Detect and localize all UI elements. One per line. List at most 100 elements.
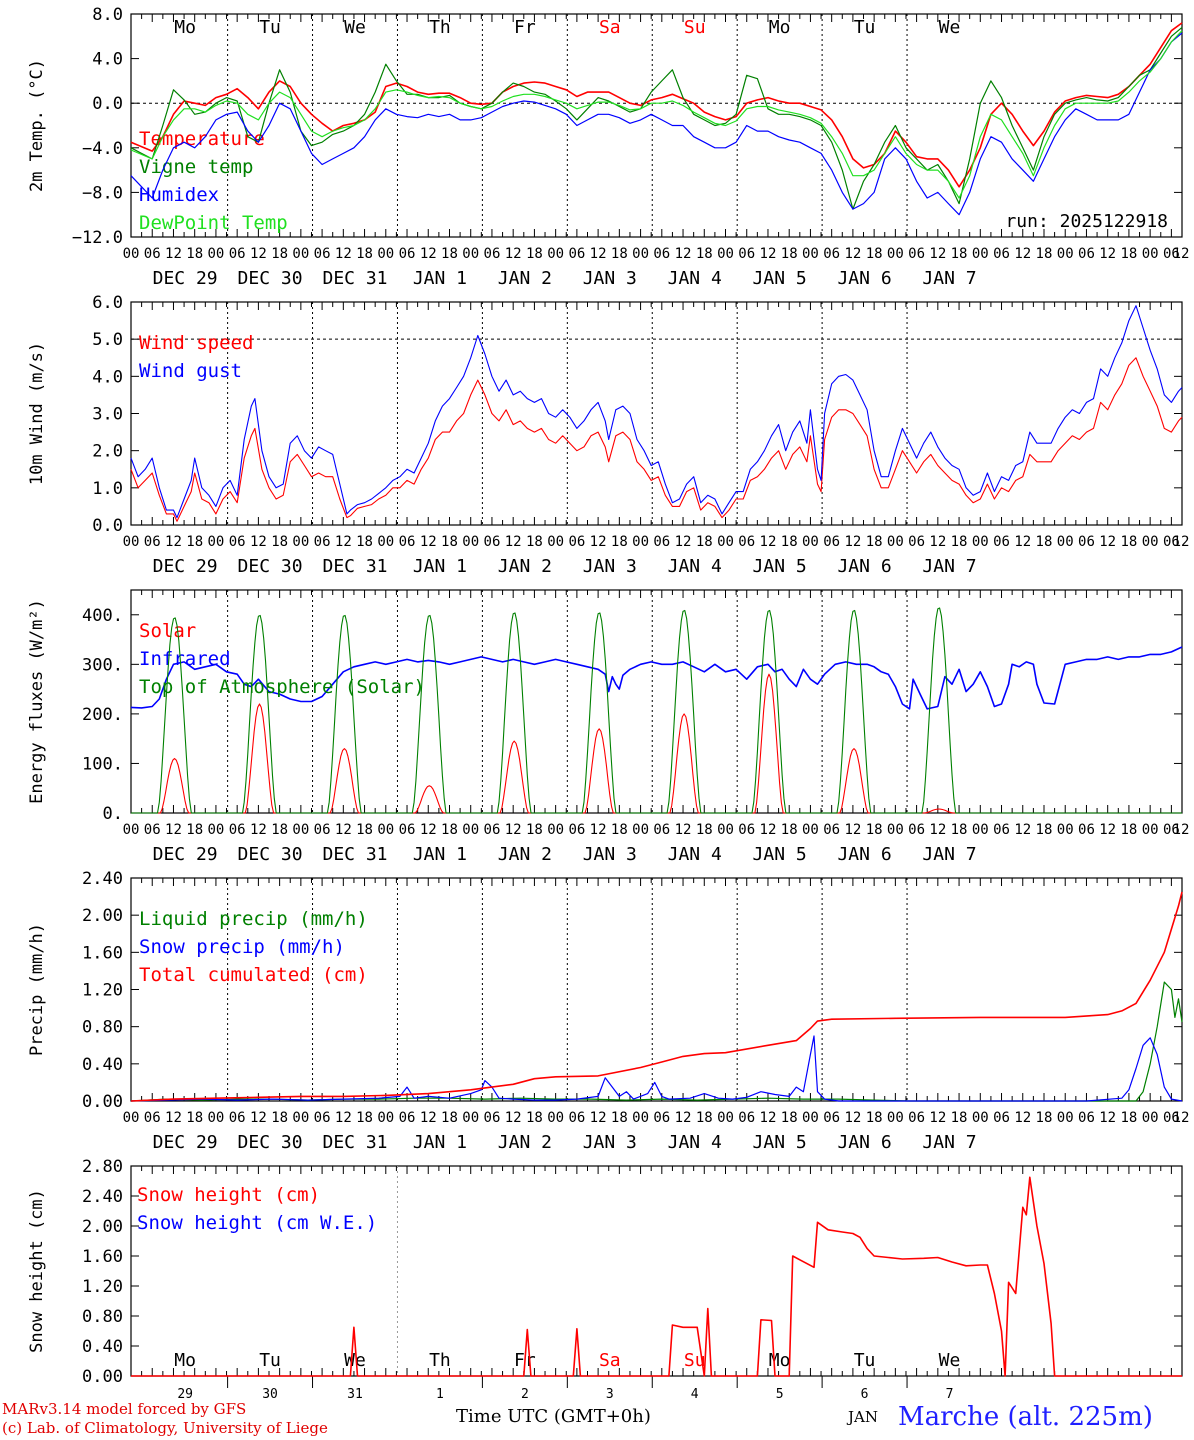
x-hour-label: 00 <box>632 822 649 838</box>
x-hour-label: 12 <box>1099 246 1116 262</box>
x-date-label: JAN 6 <box>837 556 891 577</box>
series-line <box>130 1035 1183 1102</box>
series-line <box>130 26 1183 210</box>
x-hour-label: 06 <box>908 822 925 838</box>
day-name: Th <box>429 17 451 38</box>
x-hour-label: 12 <box>929 822 946 838</box>
y-tick-label: 0.0 <box>92 516 123 536</box>
y-tick-label: 1.0 <box>92 479 123 499</box>
x-hour-label: 12 <box>1173 1110 1190 1126</box>
series-line <box>130 305 1183 519</box>
x-hour-label: 06 <box>653 1110 670 1126</box>
y-tick-label: 4.0 <box>92 367 123 387</box>
x-hour-label: 00 <box>1142 246 1159 262</box>
x-hour-label: 06 <box>993 246 1010 262</box>
x-hour-label: 12 <box>505 1110 522 1126</box>
x-hour-label: 12 <box>760 534 777 550</box>
legend-entry: Top of Atmosphere (Solar) <box>139 676 425 698</box>
x-hour-label: 18 <box>1036 1110 1053 1126</box>
x-hour-label: 18 <box>356 1110 373 1126</box>
day-number: 31 <box>347 1387 363 1402</box>
hour-ticks <box>141 302 1172 525</box>
x-hour-label: 06 <box>229 534 246 550</box>
x-hour-label: 12 <box>929 1110 946 1126</box>
x-hour-label: 12 <box>844 246 861 262</box>
x-hour-label: 06 <box>399 534 416 550</box>
y-tick-label: 100. <box>82 754 123 774</box>
x-hour-label: 06 <box>568 822 585 838</box>
x-hour-label: 18 <box>271 246 288 262</box>
x-hour-label: 06 <box>993 1110 1010 1126</box>
x-hour-label: 18 <box>356 534 373 550</box>
x-hour-label: 06 <box>823 534 840 550</box>
x-hour-label: 18 <box>866 534 883 550</box>
series-line <box>130 646 1183 710</box>
legend-entry: DewPoint Temp <box>139 212 288 234</box>
x-date-label: JAN 4 <box>668 268 722 289</box>
x-hour-label: 18 <box>441 246 458 262</box>
x-date-label: DEC 29 <box>153 268 218 289</box>
x-hour-label: 00 <box>1142 1110 1159 1126</box>
x-hour-label: 06 <box>484 1110 501 1126</box>
x-hour-label: 00 <box>802 1110 819 1126</box>
x-date-label: JAN 6 <box>837 1132 891 1153</box>
x-hour-label: 00 <box>547 246 564 262</box>
x-hour-label: 00 <box>1057 246 1074 262</box>
x-hour-label: 06 <box>568 246 585 262</box>
series-line <box>131 1176 1182 1377</box>
x-hour-label: 00 <box>292 534 309 550</box>
legend-entry: Temperature <box>139 128 265 150</box>
x-hour-label: 06 <box>399 1110 416 1126</box>
legend-entry: Vigne temp <box>139 156 253 178</box>
day-number: 2 <box>521 1387 529 1402</box>
x-hour-label: 00 <box>1057 1110 1074 1126</box>
x-hour-label: 00 <box>123 822 140 838</box>
x-hour-label: 18 <box>951 1110 968 1126</box>
legend-entry: Snow height (cm) <box>137 1184 320 1206</box>
x-date-label: DEC 29 <box>153 556 218 577</box>
x-hour-label: 18 <box>356 246 373 262</box>
x-hour-label: 00 <box>462 246 479 262</box>
y-tick-label: 0.0 <box>92 94 123 114</box>
y-tick-label: −12.0 <box>72 228 123 248</box>
x-hour-label: 12 <box>505 822 522 838</box>
x-date-label: DEC 31 <box>322 268 387 289</box>
station-name: Marche (alt. 225m) <box>898 1402 1153 1432</box>
x-hour-label: 00 <box>292 246 309 262</box>
x-hour-label: 00 <box>1142 534 1159 550</box>
model-credit: MARv3.14 model forced by GFS <box>2 1400 247 1418</box>
x-hour-label: 00 <box>1142 822 1159 838</box>
legend-entry: Solar <box>139 620 196 642</box>
day-name: Mo <box>769 1350 791 1371</box>
y-tick-label: 0.00 <box>82 1092 123 1112</box>
y-tick-label: 1.20 <box>82 1277 123 1297</box>
x-hour-label: 00 <box>462 822 479 838</box>
x-hour-label: 00 <box>547 1110 564 1126</box>
x-hour-label: 18 <box>951 822 968 838</box>
x-hour-label: 18 <box>441 822 458 838</box>
day-name: Th <box>429 1350 451 1371</box>
x-hour-label: 18 <box>951 246 968 262</box>
x-hour-label: 12 <box>590 1110 607 1126</box>
x-hour-label: 18 <box>526 246 543 262</box>
x-hour-label: 12 <box>420 246 437 262</box>
x-hour-label: 06 <box>1163 1110 1180 1126</box>
x-hour-label: 06 <box>1078 246 1095 262</box>
y-tick-label: −8.0 <box>82 183 123 203</box>
x-hour-label: 12 <box>590 246 607 262</box>
x-hour-label: 06 <box>229 822 246 838</box>
x-hour-label: 06 <box>738 246 755 262</box>
x-hour-label: 00 <box>972 534 989 550</box>
x-hour-label: 00 <box>717 822 734 838</box>
x-hour-label: 00 <box>972 246 989 262</box>
x-hour-label: 12 <box>929 246 946 262</box>
x-hour-label: 06 <box>314 1110 331 1126</box>
x-hour-label: 12 <box>1173 534 1190 550</box>
panel-frame <box>130 589 1183 814</box>
x-hour-label: 06 <box>653 822 670 838</box>
legend-entry: Humidex <box>139 184 219 206</box>
x-hour-label: 18 <box>186 822 203 838</box>
x-hour-label: 00 <box>462 534 479 550</box>
x-hour-label: 12 <box>250 822 267 838</box>
x-hour-label: 18 <box>441 1110 458 1126</box>
